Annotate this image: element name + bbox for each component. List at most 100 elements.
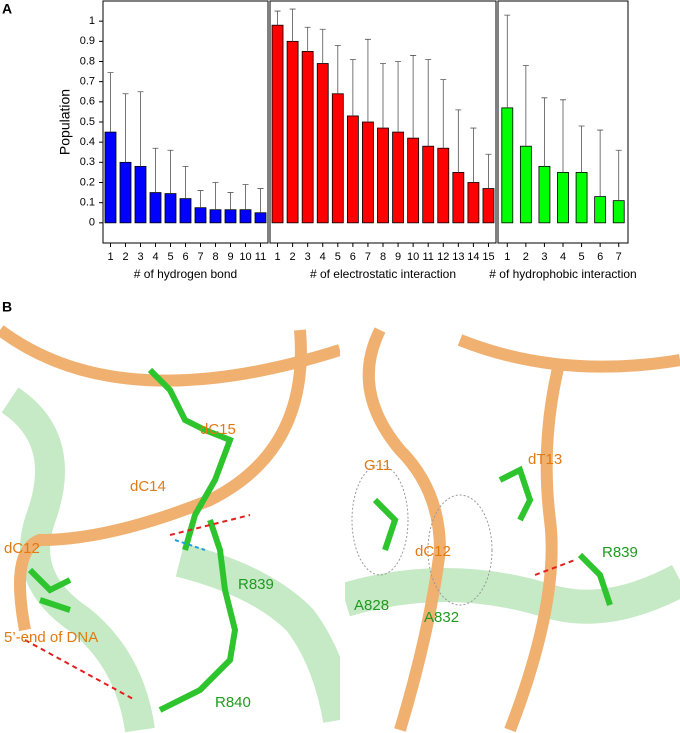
x-tick-label: 6 [182,251,188,263]
x-tick-label: 2 [523,251,529,263]
error-bar [455,109,462,173]
structure-label: dT13 [528,451,562,468]
x-tick-label: 5 [167,251,173,263]
error-bar [440,79,447,149]
x-tick-label: 1 [274,251,280,263]
structure-label: G11 [364,457,391,474]
error-bar [152,147,159,193]
bar [377,127,389,224]
x-tick-label: 12 [437,251,449,263]
structure-label: A828 [354,597,389,614]
y-tick-label: 0.4 [80,136,95,148]
x-tick-label: 3 [137,251,143,263]
structure-label: dC15 [200,421,236,438]
x-tick-label: 5 [335,251,341,263]
panel-label: B [2,299,12,315]
x-tick-label: 3 [541,251,547,263]
error-bar [541,97,548,167]
error-bar [227,192,234,210]
bar [179,198,192,224]
x-tick-label: 1 [504,251,510,263]
x-tick-label: 1 [107,251,113,263]
bar [331,93,344,224]
bar [362,121,374,224]
error-bar [485,153,492,189]
y-tick-label: 0.3 [80,156,95,168]
structure-label: R839 [602,544,638,561]
y-tick-label: 0.9 [80,35,95,47]
structure-label: 5’-end of DNA [4,629,98,646]
x-tick-label: 7 [365,251,371,263]
error-bar [364,38,371,122]
error-bar [212,182,219,210]
x-tick-label: 4 [560,251,566,263]
y-tick-label: 0.6 [80,96,95,108]
x-tick-label: 4 [152,251,158,263]
bar [501,107,514,224]
x-tick-label: 11 [255,251,266,263]
x-axis-label: # of hydrophobic interaction [489,267,636,281]
bar [104,131,117,224]
x-tick-label: 8 [212,251,218,263]
y-tick-label: 0.8 [80,55,95,67]
x-tick-label: 14 [467,251,479,263]
x-tick-label: 9 [395,251,401,263]
bar [286,40,299,224]
y-tick-label: 0 [89,217,95,229]
error-bar [578,125,585,173]
bar [149,192,162,224]
y-tick-label: 0.5 [80,116,95,128]
structure-label: R840 [215,694,251,711]
x-tick-label: 5 [579,251,585,263]
panel-label: A [2,1,12,17]
x-tick-label: 2 [290,251,296,263]
x-tick-label: 15 [482,251,494,263]
bar [254,212,267,224]
x-tick-label: 11 [422,251,433,263]
error-bar [197,190,204,208]
bar [575,172,588,224]
bar [164,193,177,224]
bar [346,115,359,224]
structure-left [0,325,340,733]
error-bar [167,149,174,194]
error-bar [504,14,511,108]
x-tick-label: 13 [452,251,464,263]
x-tick-label: 9 [227,251,233,263]
x-tick-label: 4 [320,251,326,263]
bar [594,196,607,224]
y-tick-label: 0.2 [80,176,95,188]
error-bar [334,44,341,94]
bar [209,209,222,224]
error-bar [242,184,249,210]
error-bar [597,129,604,197]
bar [301,51,314,224]
x-tick-label: 2 [122,251,128,263]
error-bar [395,61,402,133]
y-tick-label: 0.7 [80,76,95,88]
bar [482,188,495,224]
bar [271,24,284,224]
bar [239,209,252,224]
error-bar [122,93,129,163]
error-bar [522,65,529,147]
error-bar [274,10,281,26]
error-bar [425,59,432,147]
x-axis-label: # of hydrogen bond [134,267,237,281]
x-tick-label: 10 [239,251,251,263]
error-bar [137,91,144,167]
error-bar [615,149,622,201]
structure-label: A832 [424,609,459,626]
bar [407,137,420,224]
x-axis-label: # of electrostatic interaction [310,267,456,281]
error-bar [107,72,114,133]
structure-label: dC14 [130,478,166,495]
error-bar [380,63,386,129]
x-tick-label: 10 [407,251,419,263]
bar [437,147,450,224]
bar [119,161,132,224]
error-bar [349,59,356,116]
x-tick-label: 8 [380,251,386,263]
bar [519,145,532,224]
y-axis-label: Population [57,89,73,155]
